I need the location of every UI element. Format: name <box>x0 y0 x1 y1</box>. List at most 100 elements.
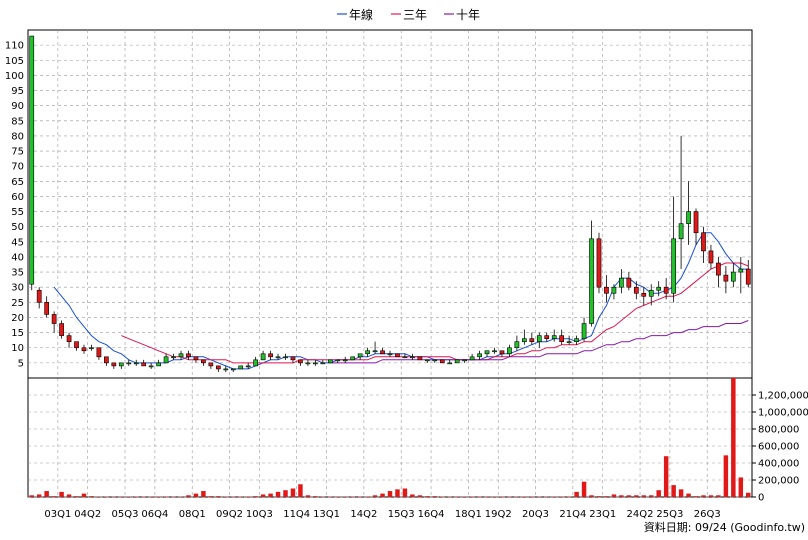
candle <box>648 284 654 306</box>
candle-body <box>238 365 244 370</box>
candle-body <box>275 356 281 359</box>
candle-body <box>551 335 557 339</box>
volume-bar <box>425 496 430 497</box>
candle-body <box>454 359 460 364</box>
volume-bar <box>357 496 363 498</box>
candle <box>74 341 79 351</box>
volume-bar <box>596 496 602 497</box>
candle <box>678 135 684 270</box>
volume-bar <box>81 493 87 497</box>
candle-body <box>283 356 288 359</box>
candle-body <box>439 359 445 364</box>
price-tick-label: 35 <box>11 268 24 279</box>
candle <box>656 281 662 297</box>
volume-bar <box>723 455 729 497</box>
volume-bar <box>469 496 475 498</box>
volume-bar <box>313 496 318 497</box>
volume-bar <box>492 496 497 498</box>
candle-body <box>581 323 587 339</box>
price-tick-label: 60 <box>11 192 24 203</box>
candle-body <box>96 347 102 358</box>
x-tick-label: 21Q4 <box>559 509 586 520</box>
x-tick-label: 26Q3 <box>694 509 721 520</box>
price-plot-area <box>27 29 753 379</box>
volume-tick-label: 200,000 <box>758 476 799 487</box>
candle <box>141 359 147 367</box>
x-tick-label: 16Q4 <box>418 509 445 520</box>
candle <box>551 329 557 342</box>
price-tick-label: 105 <box>5 56 24 67</box>
candle-body <box>626 277 632 288</box>
candle <box>193 356 199 363</box>
candle-body <box>589 238 594 324</box>
volume-bar <box>193 493 199 497</box>
candle-body <box>395 353 400 358</box>
candle <box>738 256 744 294</box>
candle-body <box>320 362 326 365</box>
candle <box>596 232 602 294</box>
candle <box>275 353 281 360</box>
volume-bar <box>119 496 124 498</box>
candle <box>313 359 318 366</box>
candle <box>283 353 288 360</box>
volume-bar <box>305 495 311 497</box>
candle <box>201 359 206 366</box>
volume-bar <box>522 496 527 498</box>
volume-bar <box>589 495 594 497</box>
candle <box>89 344 94 351</box>
candle <box>507 344 512 357</box>
volume-bar <box>395 489 400 497</box>
volume-bar <box>671 485 676 497</box>
volume-bar <box>365 496 370 498</box>
candle <box>51 311 57 333</box>
candle <box>469 353 475 361</box>
price-tick-label: 45 <box>11 237 24 248</box>
price-tick-label: 100 <box>5 71 24 82</box>
volume-bar <box>111 496 117 498</box>
candle-body <box>529 338 535 342</box>
candle <box>133 359 139 366</box>
price-tick-label: 70 <box>11 162 24 173</box>
volume-bar <box>746 492 751 497</box>
candle <box>559 329 565 345</box>
candle-body <box>66 335 72 342</box>
candle <box>215 365 221 372</box>
candle <box>44 296 50 318</box>
candle-body <box>298 359 303 364</box>
price-panel: 5 10 15 20 25 30 35 40 45 50 55 60 65 70 75 80 85 90 95 100… <box>5 29 753 497</box>
candle-body <box>305 362 311 365</box>
volume-bar <box>245 496 251 498</box>
candle-body <box>365 350 370 355</box>
candle-body <box>619 277 624 288</box>
price-tick-label: 30 <box>11 283 24 294</box>
volume-bar <box>268 493 273 497</box>
candle-body <box>178 353 184 358</box>
candle <box>663 278 669 300</box>
candle-body <box>716 262 721 276</box>
volume-bar <box>611 494 617 497</box>
volume-plot-area <box>27 377 753 498</box>
volume-bar <box>208 496 214 497</box>
candle <box>671 196 676 303</box>
x-tick-label: 08Q1 <box>179 509 206 520</box>
volume-bar <box>260 494 266 497</box>
candle-body <box>335 359 341 362</box>
x-tick-label: 20Q3 <box>522 509 549 520</box>
candle-body <box>148 365 154 368</box>
x-tick-label: 25Q3 <box>656 509 683 520</box>
price-tick-label: 90 <box>11 101 24 112</box>
candle <box>604 275 609 303</box>
volume-bar <box>350 496 355 498</box>
candle <box>439 359 445 364</box>
price-tick-label: 50 <box>11 222 24 233</box>
candle-body <box>708 250 714 264</box>
candle <box>484 350 490 357</box>
candle-body <box>536 335 542 342</box>
volume-bar <box>231 496 236 498</box>
candle <box>357 353 363 360</box>
candle <box>253 356 259 367</box>
candle-body <box>723 274 729 282</box>
candle-body <box>417 356 423 361</box>
candle <box>148 362 154 369</box>
x-tick-label: 15Q3 <box>388 509 415 520</box>
